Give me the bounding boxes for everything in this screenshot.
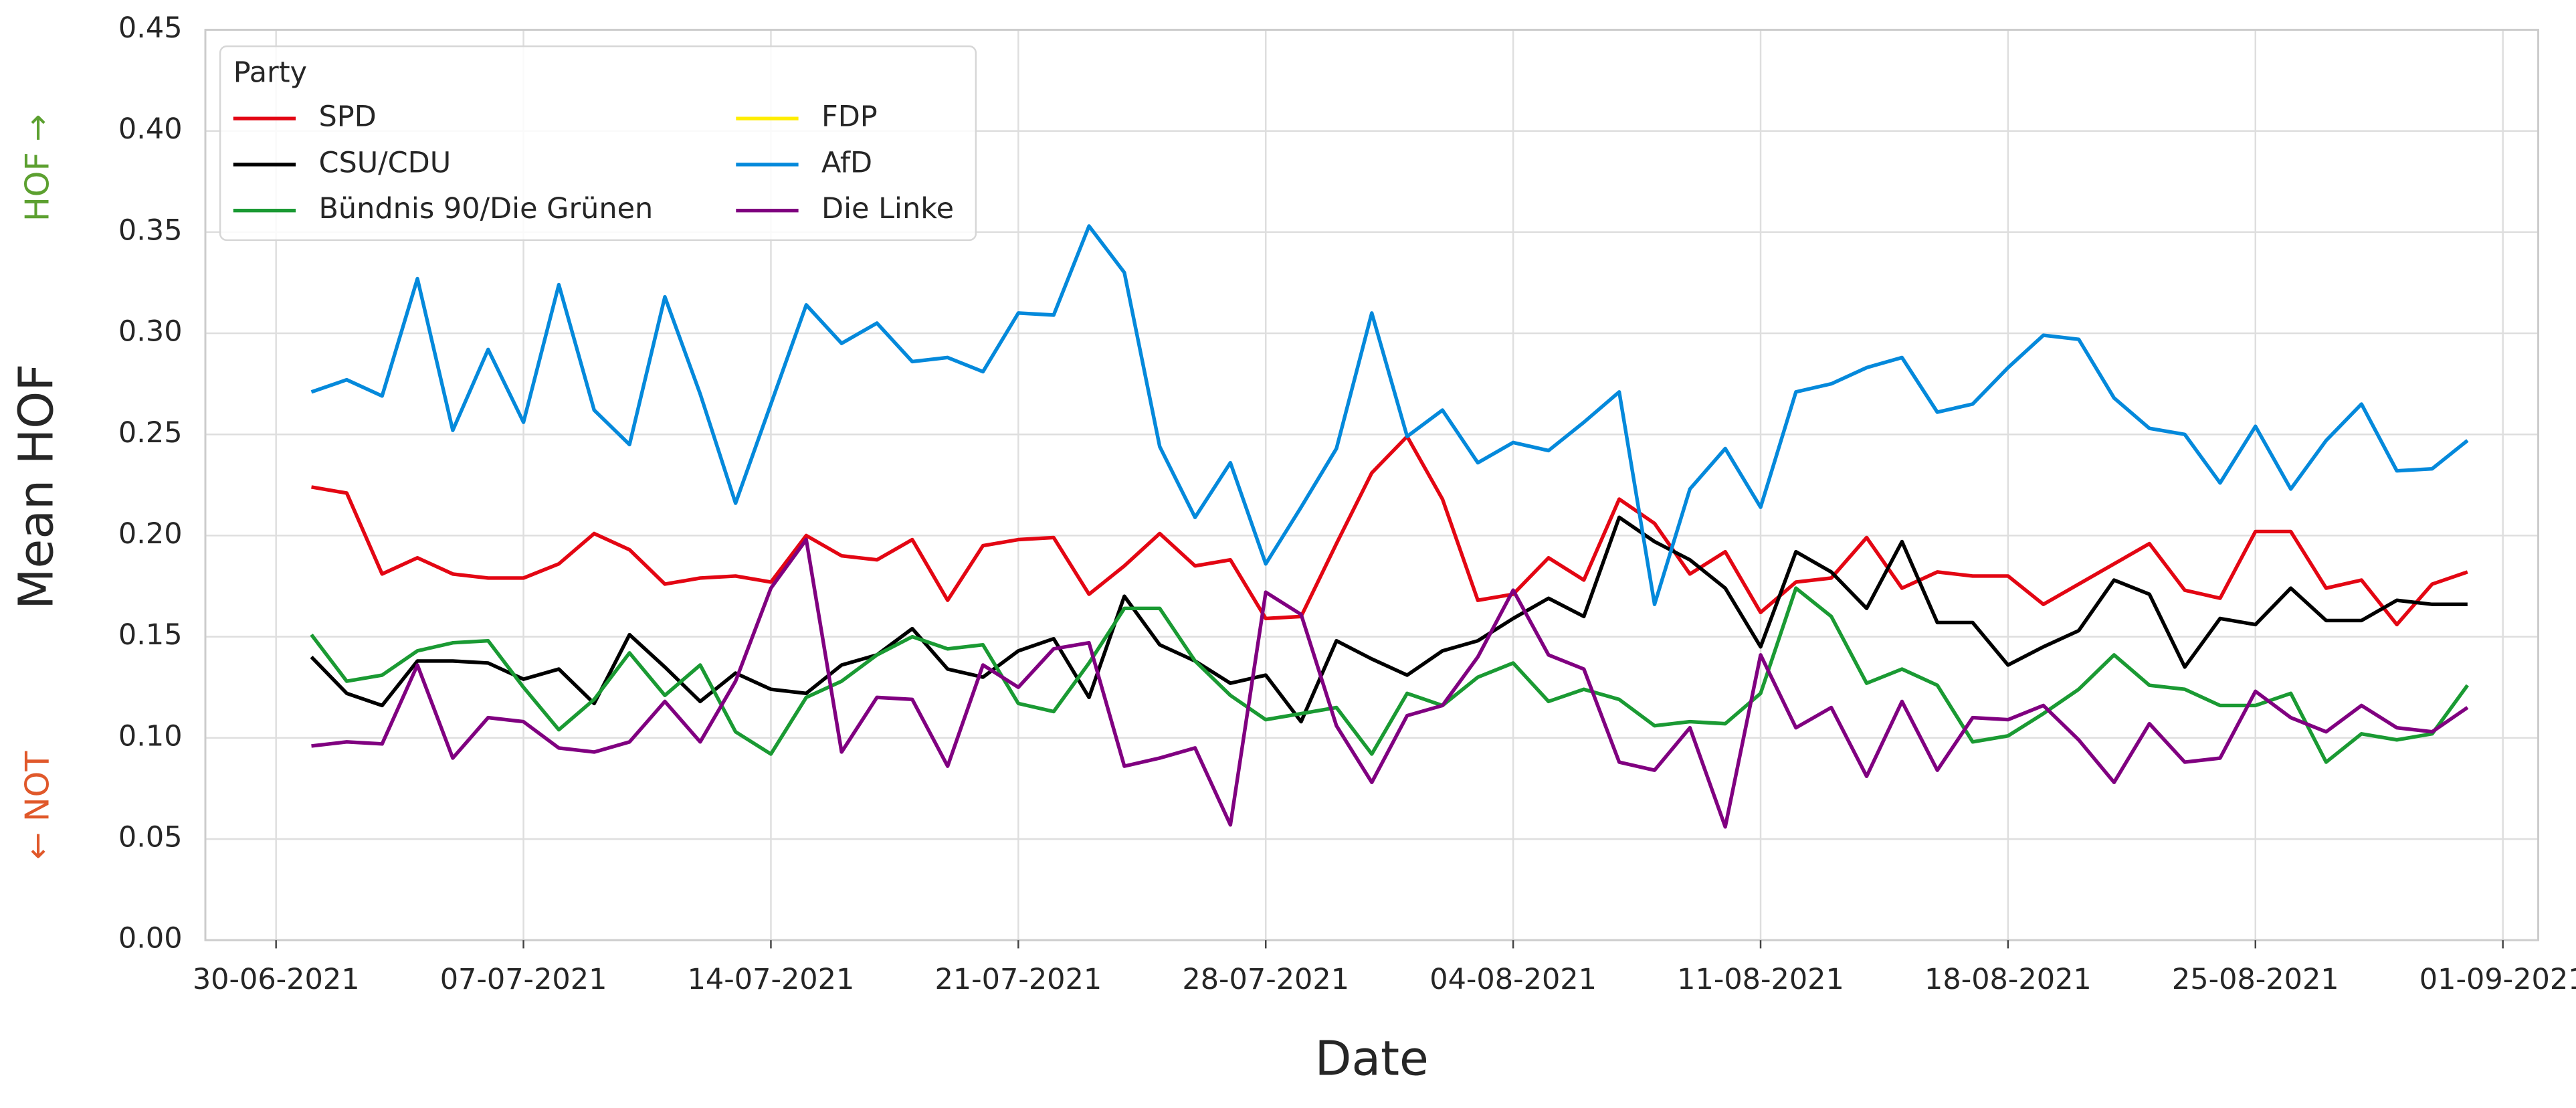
x-tick-label: 25-08-2021 bbox=[2172, 963, 2339, 996]
legend-label: AfD bbox=[821, 146, 872, 179]
y-tick-label: 0.45 bbox=[118, 11, 183, 45]
y-tick-label: 0.00 bbox=[118, 922, 183, 955]
legend-label: Bündnis 90/Die Grünen bbox=[318, 192, 653, 225]
legend-box bbox=[219, 45, 977, 242]
plot-frame bbox=[204, 29, 2539, 941]
series-line bbox=[311, 537, 2469, 829]
legend-label: CSU/CDU bbox=[318, 146, 451, 179]
y-tick-label: 0.30 bbox=[118, 315, 183, 349]
series-line bbox=[310, 515, 2468, 724]
lines bbox=[310, 224, 2470, 829]
x-axis-label: Date bbox=[1315, 1030, 1429, 1086]
y-tick-label: 0.25 bbox=[118, 416, 183, 450]
y-axis-label: Mean HOF bbox=[8, 364, 64, 610]
y-tick-label: 0.40 bbox=[118, 112, 183, 146]
x-tick-label: 14-07-2021 bbox=[688, 963, 855, 996]
y-tick-label: 0.10 bbox=[118, 719, 183, 753]
x-tick-label: 18-08-2021 bbox=[1924, 963, 2092, 996]
series-line bbox=[310, 586, 2470, 764]
x-tick-label: 01-09-2021 bbox=[2419, 963, 2576, 996]
series-line bbox=[310, 224, 2469, 606]
y-tick-label: 0.35 bbox=[118, 213, 183, 247]
y-tick-label: 0.05 bbox=[118, 820, 183, 854]
legend-label: FDP bbox=[821, 100, 878, 134]
annotation: HOF → bbox=[17, 114, 56, 222]
x-tick-label: 21-07-2021 bbox=[934, 963, 1102, 996]
x-tick-label: 04-08-2021 bbox=[1429, 963, 1597, 996]
legend-title: Party bbox=[233, 56, 307, 89]
x-tick-label: 30-06-2021 bbox=[193, 963, 360, 996]
series-line bbox=[311, 434, 2468, 627]
y-tick-label: 0.20 bbox=[118, 517, 183, 551]
y-tick-label: 0.15 bbox=[118, 618, 183, 652]
x-tick-label: 07-07-2021 bbox=[440, 963, 607, 996]
x-tick-label: 11-08-2021 bbox=[1677, 963, 1844, 996]
legend-label: Die Linke bbox=[821, 192, 954, 225]
legend-label: SPD bbox=[318, 100, 376, 134]
legend: Party SPD CSU/CDU Bündnis 90/Die Grünen FDP… bbox=[219, 45, 977, 242]
annotation: ← NOT bbox=[17, 751, 56, 860]
ticks: 0.00 0.05 0.10 0.15 0.20 0.25 0.30 0.35 0.40 0.45… bbox=[118, 11, 2576, 996]
x-tick-label: 28-07-2021 bbox=[1182, 963, 1349, 996]
